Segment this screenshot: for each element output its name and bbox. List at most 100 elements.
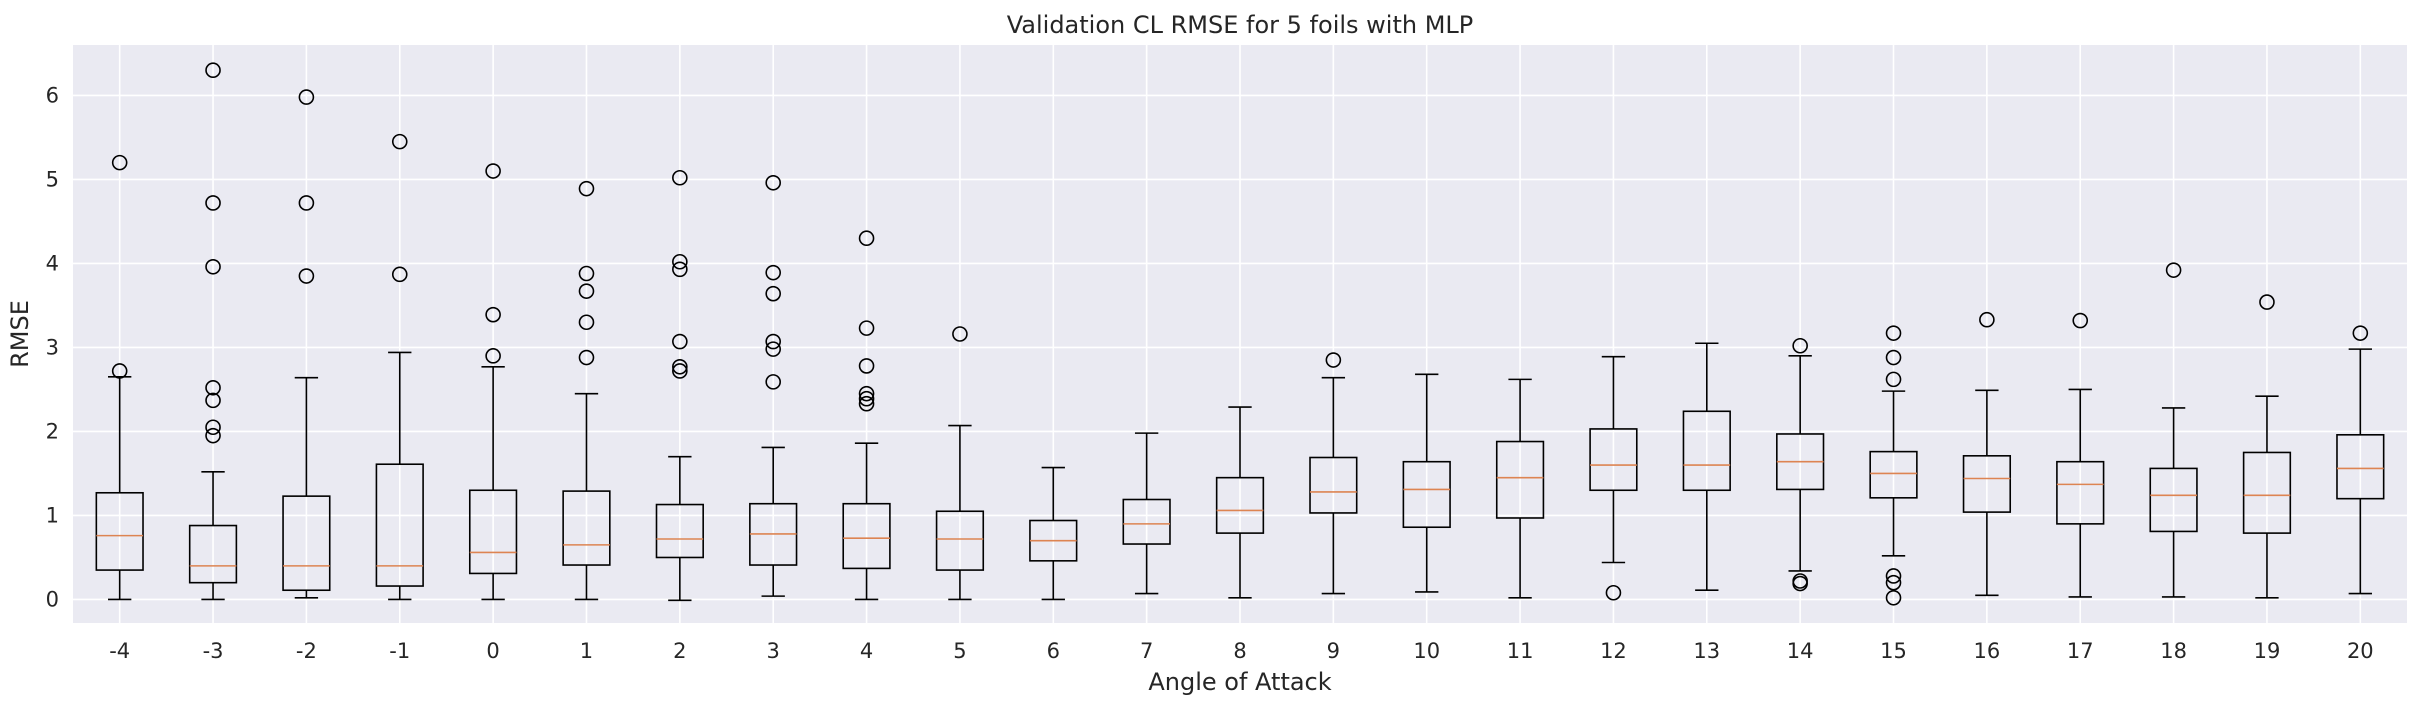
outlier-point <box>578 349 595 366</box>
y-tick-label: 3 <box>46 335 59 359</box>
outlier-point <box>391 133 408 150</box>
x-tick-label: -3 <box>203 639 224 663</box>
box-group <box>2336 325 2385 595</box>
outlier-point <box>765 285 782 302</box>
y-tick-label: 1 <box>46 503 59 527</box>
box-group <box>1029 466 1078 601</box>
box-group <box>2149 262 2198 598</box>
x-tick-label: 20 <box>2347 639 2374 663</box>
outlier-point <box>1885 325 1902 341</box>
y-tick-label: 2 <box>46 419 59 443</box>
box-iqr <box>2242 451 2292 534</box>
x-tick-label: 16 <box>1974 639 2001 663</box>
chart-title: Validation CL RMSE for 5 foils with MLP <box>1007 11 1474 39</box>
box-group <box>1215 406 1265 599</box>
y-tick-label: 6 <box>46 83 59 107</box>
box-iqr <box>1682 410 1731 492</box>
box-iqr <box>1122 498 1171 545</box>
outlier-point <box>205 258 221 275</box>
outlier-point <box>858 358 875 374</box>
outlier-point <box>2259 294 2275 310</box>
outlier-point <box>1885 589 1902 606</box>
outlier-point <box>858 395 875 412</box>
box-iqr <box>1962 455 2012 513</box>
box-group <box>842 230 891 601</box>
box-series <box>95 62 2385 606</box>
outlier-point <box>111 154 128 171</box>
box-group <box>562 180 611 601</box>
box-iqr <box>1869 450 1918 499</box>
x-tick-label: 12 <box>1600 639 1627 663</box>
box-group <box>1962 311 2012 597</box>
outlier-point <box>672 253 688 270</box>
outlier-point <box>2072 312 2089 329</box>
box-group <box>2056 312 2105 598</box>
box-iqr <box>1495 440 1545 519</box>
box-group <box>468 163 518 601</box>
box-group <box>2242 294 2292 599</box>
x-tick-label: 10 <box>1413 639 1440 663</box>
x-tick-label: -4 <box>109 639 130 663</box>
box-iqr <box>282 495 331 592</box>
outlier-point <box>205 379 221 396</box>
y-tick-label: 5 <box>46 167 59 191</box>
outlier-point <box>672 261 688 278</box>
box-group <box>188 62 238 601</box>
outlier-point <box>1792 337 1808 354</box>
box-group <box>1402 373 1451 593</box>
outlier-point <box>205 427 221 444</box>
outlier-point <box>1605 584 1622 601</box>
outlier-point <box>765 341 782 357</box>
outlier-point <box>1325 352 1342 368</box>
outlier-point <box>205 392 221 409</box>
box-iqr <box>1402 460 1451 529</box>
y-tick-label: 0 <box>46 587 59 611</box>
box-group <box>1122 432 1171 595</box>
x-tick-label: 7 <box>1140 639 1153 663</box>
outlier-point <box>485 348 501 364</box>
y-tick-label: 4 <box>46 251 59 275</box>
outlier-point <box>1885 568 1902 584</box>
outlier-point <box>672 358 688 375</box>
outlier-point <box>298 89 315 105</box>
box-group <box>1682 342 1731 592</box>
box-iqr <box>1309 456 1358 514</box>
outlier-point <box>672 363 688 379</box>
outlier-point <box>578 314 595 331</box>
box-iqr <box>1215 476 1265 534</box>
outlier-point <box>1885 574 1902 591</box>
x-tick-label: 6 <box>1047 639 1060 663</box>
outlier-point <box>672 333 688 350</box>
outlier-point <box>952 326 968 342</box>
outlier-point <box>111 363 128 379</box>
box-iqr <box>2056 460 2105 525</box>
x-tick-label: 14 <box>1787 639 1814 663</box>
x-tick-label: 4 <box>860 639 873 663</box>
box-group <box>1495 378 1545 599</box>
x-tick-label: 2 <box>673 639 686 663</box>
x-axis-title: Angle of Attack <box>1148 668 1331 696</box>
outlier-point <box>391 266 408 283</box>
outlier-point <box>765 174 782 191</box>
box-group <box>95 154 144 601</box>
box-iqr <box>1589 428 1638 492</box>
outlier-point <box>205 195 221 211</box>
outlier-point <box>578 180 595 197</box>
x-tick-label: 5 <box>953 639 966 663</box>
outlier-point <box>205 62 221 79</box>
outlier-point <box>1885 371 1902 388</box>
x-tick-label: 0 <box>486 639 499 663</box>
outlier-point <box>298 195 315 211</box>
box-iqr <box>468 489 518 575</box>
box-iqr <box>188 524 238 584</box>
outlier-point <box>765 333 782 350</box>
y-axis-ticks: 0 1 2 3 4 5 6 <box>46 83 59 611</box>
outlier-point <box>298 268 315 284</box>
x-tick-label: 9 <box>1327 639 1340 663</box>
x-tick-label: 3 <box>767 639 780 663</box>
outlier-point <box>1792 575 1808 592</box>
box-group <box>935 326 985 601</box>
outlier-point <box>858 320 875 336</box>
box-iqr <box>2149 467 2198 533</box>
box-iqr <box>935 510 985 571</box>
